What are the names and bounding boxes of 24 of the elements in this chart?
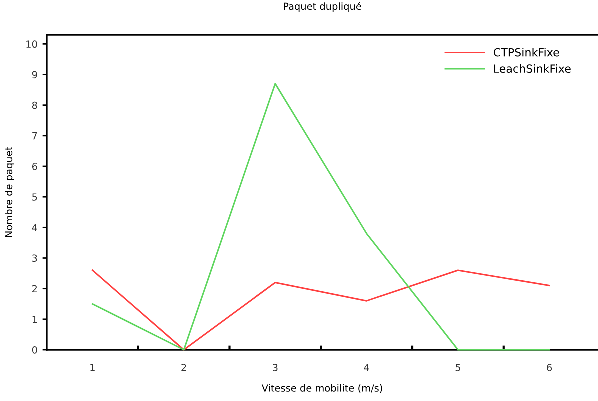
- line-series: [92, 83, 550, 351]
- legend-label: CTPSinkFixe: [494, 48, 560, 57]
- line-series: [92, 270, 550, 351]
- chart-title: Paquet dupliqué: [284, 2, 362, 12]
- y-tick-label: 0: [32, 346, 38, 354]
- x-axis-title: Vitesse de mobilite (m/s): [262, 384, 382, 394]
- y-tick-label: 9: [32, 71, 38, 79]
- x-tick-label: 5: [456, 364, 460, 372]
- y-tick-label: 6: [32, 162, 38, 170]
- y-tick-label: 5: [32, 194, 38, 201]
- x-tick-label: 2: [182, 364, 186, 372]
- y-tick-label: 3: [32, 254, 38, 262]
- legend-label: LeachSinkFixe: [494, 64, 571, 74]
- y-tick-label: 2: [32, 285, 37, 293]
- y-axis-title: Nombre de paquet: [5, 147, 14, 238]
- x-tick-label: 1: [90, 364, 95, 372]
- x-tick-label: 6: [547, 364, 552, 372]
- y-tick-label: 7: [32, 132, 38, 140]
- y-tick-label: 4: [32, 224, 38, 232]
- x-tick-label: 3: [273, 364, 278, 372]
- y-tick-label: 1: [32, 316, 38, 324]
- y-tick-label: 10: [26, 40, 38, 48]
- y-tick-label: 8: [32, 102, 38, 110]
- x-tick-label: 4: [364, 364, 370, 372]
